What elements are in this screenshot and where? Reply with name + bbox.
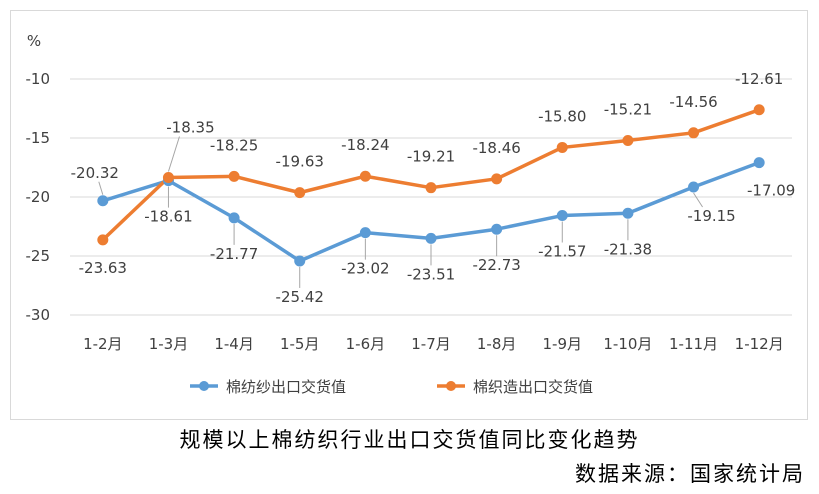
data-point — [425, 232, 437, 244]
x-tick-label: 1-7月 — [411, 335, 451, 353]
data-label: -15.21 — [604, 100, 652, 118]
data-point — [753, 104, 765, 116]
data-label-leader — [167, 136, 180, 172]
data-label: -23.51 — [407, 265, 455, 283]
legend-swatch-marker — [446, 381, 456, 391]
chart-caption-title: 规模以上棉纺织行业出口交货值同比变化趋势 — [179, 428, 640, 452]
data-label-leader — [693, 192, 703, 208]
data-label: -21.77 — [210, 245, 258, 263]
data-label: -19.21 — [407, 148, 455, 166]
data-label: -25.42 — [276, 288, 324, 306]
data-label: -18.46 — [472, 139, 520, 157]
data-point — [359, 227, 371, 239]
data-label: -14.56 — [669, 93, 717, 111]
data-label: -18.61 — [144, 208, 192, 226]
data-point — [97, 234, 109, 246]
data-point — [294, 187, 306, 199]
data-point — [622, 207, 634, 219]
data-point — [688, 181, 700, 193]
chart-caption-source: 数据来源：国家统计局 — [575, 462, 805, 486]
data-point — [491, 223, 503, 235]
data-label: -21.57 — [538, 243, 586, 261]
legend-swatch-marker — [199, 381, 209, 391]
data-label-leader — [98, 181, 104, 195]
x-tick-label: 1-12月 — [735, 335, 784, 353]
data-label: -19.63 — [276, 153, 324, 171]
data-point — [359, 170, 371, 182]
x-tick-label: 1-11月 — [669, 335, 718, 353]
data-label: -23.63 — [79, 259, 127, 277]
x-tick-label: 1-4月 — [214, 335, 254, 353]
x-tick-label: 1-3月 — [149, 335, 189, 353]
data-label: -20.32 — [71, 164, 119, 182]
y-tick-label: -20 — [26, 188, 51, 206]
data-label: -19.15 — [687, 207, 735, 225]
data-point — [491, 173, 503, 185]
data-point — [622, 134, 634, 146]
y-tick-label: -15 — [26, 129, 51, 147]
data-point — [228, 212, 240, 224]
data-label: -18.35 — [166, 119, 214, 137]
data-label: -22.73 — [472, 256, 520, 274]
data-point — [556, 141, 568, 153]
x-tick-label: 1-2月 — [83, 335, 123, 353]
data-label: -12.61 — [735, 70, 783, 88]
data-point — [97, 195, 109, 207]
y-tick-label: -10 — [26, 70, 51, 88]
chart-frame — [10, 10, 808, 420]
data-point — [294, 255, 306, 267]
x-tick-label: 1-10月 — [603, 335, 652, 353]
data-label: -15.80 — [538, 107, 586, 125]
data-point — [688, 127, 700, 139]
data-label: -18.24 — [341, 136, 389, 154]
data-label: -17.09 — [747, 182, 795, 200]
data-label: -18.25 — [210, 136, 258, 154]
data-label: -21.38 — [604, 240, 652, 258]
legend-label: 棉织造出口交货值 — [473, 378, 593, 396]
data-label: -23.02 — [341, 260, 389, 278]
data-point — [425, 182, 437, 194]
data-point — [228, 170, 240, 182]
x-tick-label: 1-5月 — [280, 335, 320, 353]
x-tick-label: 1-6月 — [346, 335, 386, 353]
data-point — [753, 157, 765, 169]
x-tick-label: 1-9月 — [543, 335, 583, 353]
data-point — [556, 210, 568, 222]
x-tick-label: 1-8月 — [477, 335, 517, 353]
data-point — [162, 172, 174, 184]
y-unit-label: % — [27, 32, 41, 50]
y-tick-label: -25 — [26, 247, 51, 265]
line-chart: % -10 -15 -20 -25 -30 1-2月 1-3月 1-4月 1-5月 1-6月 1-7月… — [26, 32, 796, 396]
legend-label: 棉纺纱出口交货值 — [226, 378, 346, 396]
y-tick-label: -30 — [26, 306, 51, 324]
